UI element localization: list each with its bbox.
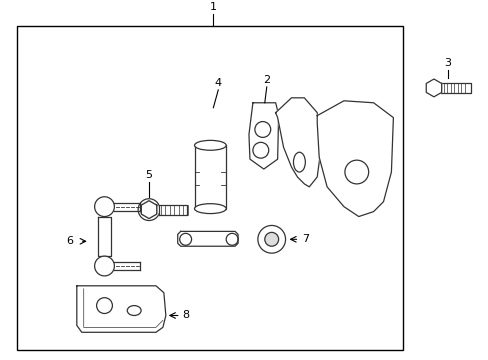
Text: 2: 2 (263, 75, 270, 85)
Circle shape (94, 197, 114, 217)
Circle shape (257, 225, 285, 253)
Ellipse shape (194, 204, 226, 213)
Text: 4: 4 (214, 78, 222, 88)
Text: 8: 8 (183, 310, 189, 320)
Polygon shape (177, 231, 238, 246)
Circle shape (264, 232, 278, 246)
Polygon shape (141, 201, 157, 219)
Polygon shape (98, 217, 111, 256)
Circle shape (138, 199, 160, 221)
Polygon shape (194, 145, 226, 209)
Text: 3: 3 (444, 58, 450, 68)
Text: 7: 7 (302, 234, 309, 244)
Polygon shape (248, 103, 278, 169)
Circle shape (94, 256, 114, 276)
Ellipse shape (194, 140, 226, 150)
Polygon shape (275, 98, 321, 187)
Polygon shape (159, 205, 186, 215)
Polygon shape (77, 286, 165, 332)
Text: 1: 1 (209, 2, 216, 12)
Polygon shape (141, 201, 157, 219)
Bar (18, 26, 403, 350)
Text: 6: 6 (66, 236, 73, 246)
Text: 5: 5 (145, 170, 152, 180)
Polygon shape (426, 79, 441, 97)
Polygon shape (440, 83, 469, 93)
Polygon shape (317, 101, 392, 217)
